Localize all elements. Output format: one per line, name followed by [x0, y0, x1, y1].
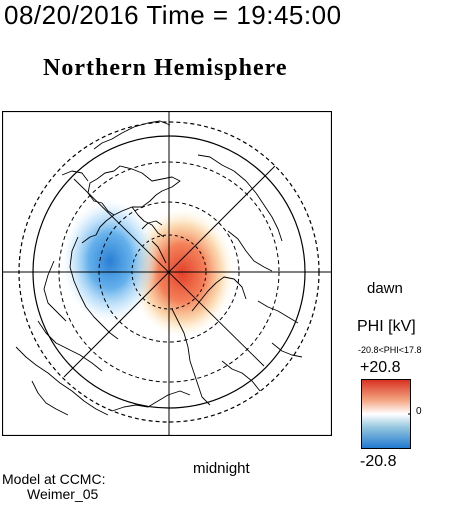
legend-zero-label: 0: [416, 406, 422, 417]
colorbar-gradient: [361, 379, 411, 449]
legend-title: PHI [kV]: [357, 318, 416, 335]
dawn-label: dawn: [367, 280, 403, 297]
legend-max-label: +20.8: [360, 359, 401, 376]
polar-map-svg: [2, 111, 332, 436]
timestamp: 08/20/2016 Time = 19:45:00: [4, 0, 342, 30]
meridian-line: [63, 165, 276, 378]
model-source-label: Model at CCMC:: [2, 471, 106, 487]
polar-map: [2, 111, 332, 436]
negative-potential-cell: [62, 199, 158, 323]
coastlines: [15, 120, 303, 416]
legend-range: -20.8<PHI<17.8: [358, 345, 422, 355]
page-title: Northern Hemisphere: [43, 55, 288, 81]
map-frame: [2, 111, 332, 436]
legend-min-label: -20.8: [360, 453, 397, 470]
meridian-line: [73, 178, 265, 367]
midnight-label: midnight: [193, 460, 250, 477]
model-name-label: Weimer_05: [27, 486, 99, 502]
positive-potential-cell: [130, 209, 234, 337]
colorbar: [361, 379, 411, 449]
